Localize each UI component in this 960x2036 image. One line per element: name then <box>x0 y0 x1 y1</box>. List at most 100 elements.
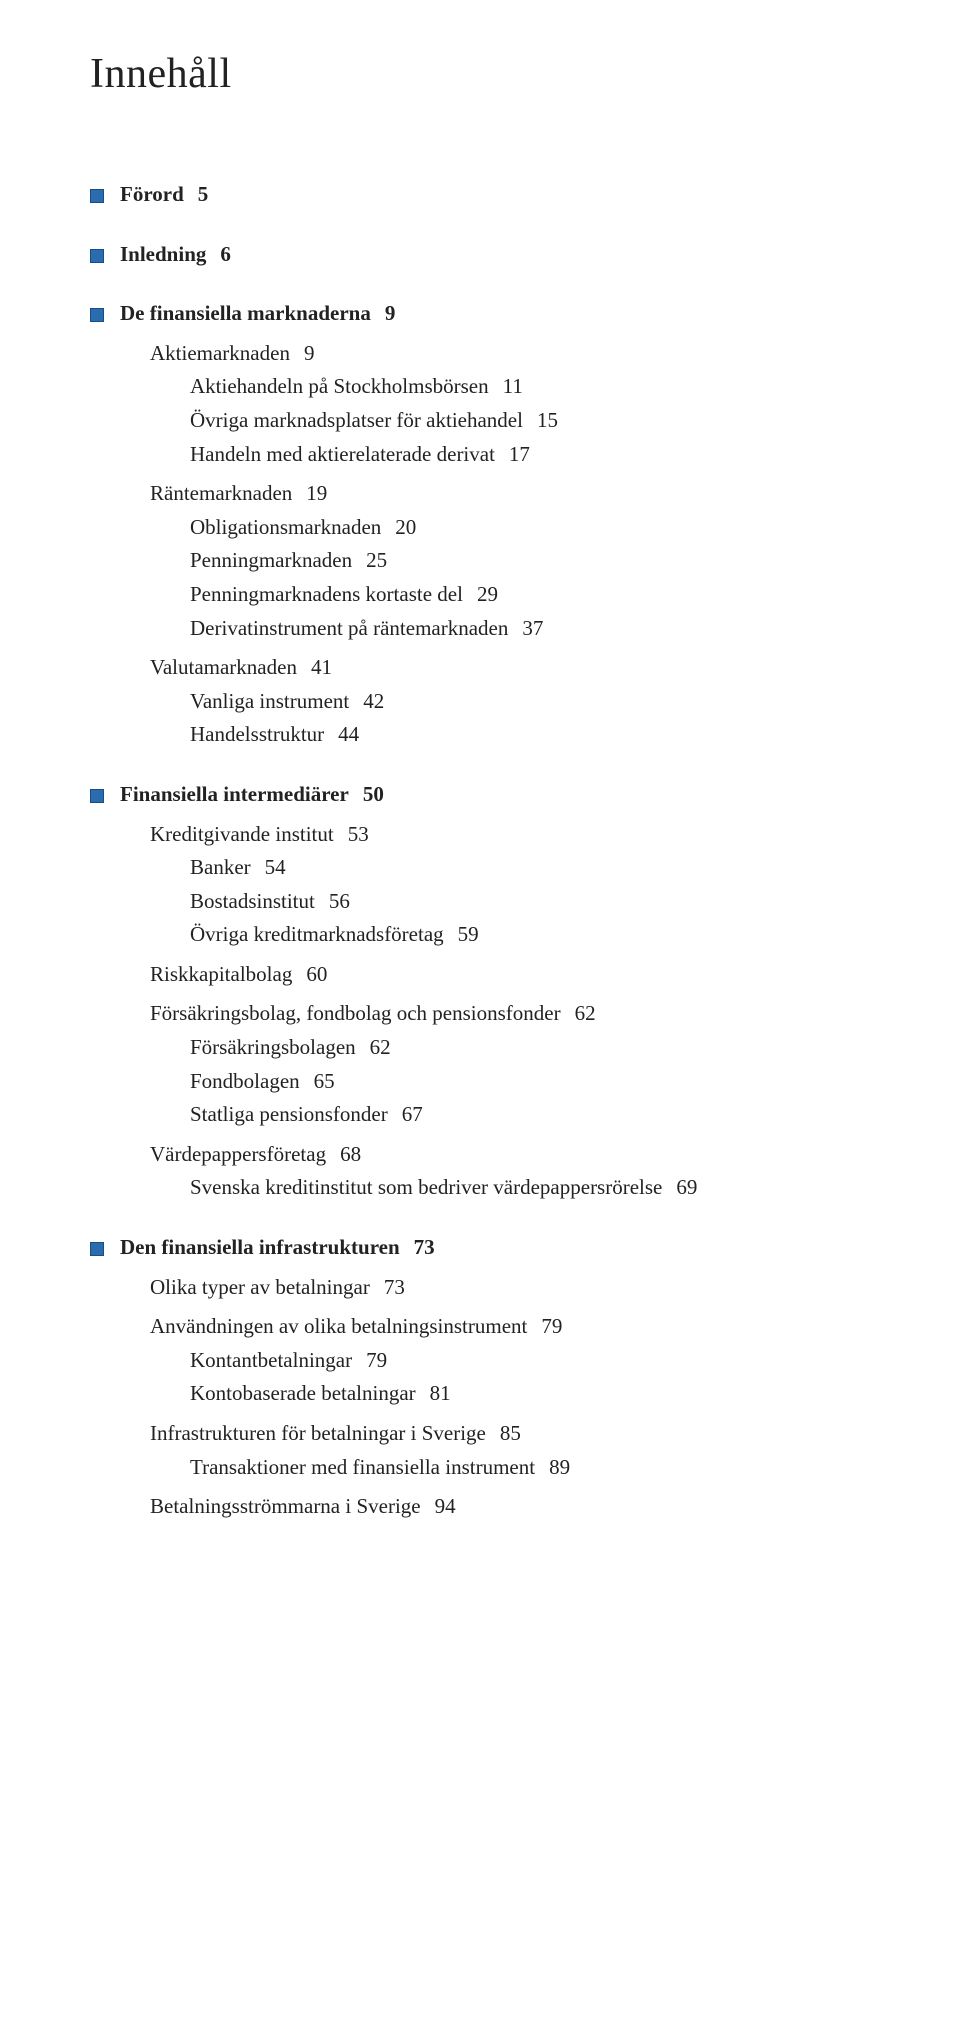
toc-page-number: 37 <box>522 612 543 646</box>
toc-entry: Statliga pensionsfonder67 <box>90 1098 870 1132</box>
toc-entry: Obligationsmarknaden20 <box>90 511 870 545</box>
indent-spacer <box>160 520 174 534</box>
toc-label: Infrastrukturen för betalningar i Sverig… <box>150 1417 486 1451</box>
toc-page-number: 9 <box>304 337 315 371</box>
indent-spacer <box>160 1180 174 1194</box>
toc-page-number: 81 <box>430 1377 451 1411</box>
square-bullet-icon <box>90 189 104 203</box>
toc-page-number: 69 <box>676 1171 697 1205</box>
toc-page-number: 50 <box>363 778 384 812</box>
toc-label: Handelsstruktur <box>190 718 324 752</box>
indent-spacer <box>160 1386 174 1400</box>
toc-label: Derivatinstrument på räntemarknaden <box>190 612 508 646</box>
toc-label: Vanliga instrument <box>190 685 349 719</box>
toc-label: Aktiemarknaden <box>150 337 290 371</box>
indent-spacer <box>160 727 174 741</box>
toc-label: Förord <box>120 178 184 212</box>
indent-spacer <box>160 1040 174 1054</box>
toc-label: Kontobaserade betalningar <box>190 1377 416 1411</box>
toc-entry: Transaktioner med finansiella instrument… <box>90 1451 870 1485</box>
toc-label: Transaktioner med finansiella instrument <box>190 1451 535 1485</box>
indent-spacer <box>120 1147 134 1161</box>
indent-spacer <box>120 346 134 360</box>
indent-spacer <box>160 860 174 874</box>
toc-label: De finansiella marknaderna <box>120 297 371 331</box>
indent-spacer <box>160 694 174 708</box>
indent-spacer <box>160 587 174 601</box>
toc-label: Handeln med aktierelaterade derivat <box>190 438 495 472</box>
indent-spacer <box>160 1460 174 1474</box>
toc-label: Fondbolagen <box>190 1065 300 1099</box>
toc-label: Kreditgivande institut <box>150 818 334 852</box>
toc-entry: Den finansiella infrastrukturen73 <box>90 1231 870 1265</box>
toc-page-number: 73 <box>384 1271 405 1305</box>
toc-entry: Valutamarknaden 41 <box>90 651 870 685</box>
toc-entry: Derivatinstrument på räntemarknaden 37 <box>90 612 870 646</box>
toc-page-number: 17 <box>509 438 530 472</box>
toc-label: Räntemarknaden <box>150 477 292 511</box>
toc-entry: Betalningsströmmarna i Sverige94 <box>90 1490 870 1524</box>
toc-page-number: 79 <box>366 1344 387 1378</box>
toc-entry: Finansiella intermediärer50 <box>90 778 870 812</box>
toc-page-number: 6 <box>220 238 231 272</box>
toc-entry: Övriga kreditmarknadsföretag59 <box>90 918 870 952</box>
toc-entry: Riskkapitalbolag 60 <box>90 958 870 992</box>
square-bullet-icon <box>90 1242 104 1256</box>
toc-label: Kontantbetalningar <box>190 1344 352 1378</box>
indent-spacer <box>120 1280 134 1294</box>
toc-entry: Infrastrukturen för betalningar i Sverig… <box>90 1417 870 1451</box>
indent-spacer <box>160 894 174 908</box>
toc-entry: Övriga marknadsplatser för aktiehandel15 <box>90 404 870 438</box>
toc-entry: Vanliga instrument 42 <box>90 685 870 719</box>
indent-spacer <box>160 553 174 567</box>
toc-page-number: 41 <box>311 651 332 685</box>
toc-label: Försäkringsbolagen <box>190 1031 356 1065</box>
toc-page-number: 67 <box>402 1098 423 1132</box>
indent-spacer <box>120 486 134 500</box>
toc-page-number: 60 <box>306 958 327 992</box>
toc-entry: Aktiehandeln på Stockholmsbörsen 11 <box>90 370 870 404</box>
toc-label: Valutamarknaden <box>150 651 297 685</box>
toc-entry: Penningmarknadens kortaste del29 <box>90 578 870 612</box>
toc-page-number: 42 <box>363 685 384 719</box>
indent-spacer <box>120 827 134 841</box>
toc-entry: De finansiella marknaderna9 <box>90 297 870 331</box>
toc-entry: Försäkringsbolagen 62 <box>90 1031 870 1065</box>
toc-page-number: 59 <box>458 918 479 952</box>
square-bullet-icon <box>90 249 104 263</box>
toc-entry: Banker 54 <box>90 851 870 885</box>
page-title: Innehåll <box>90 50 870 98</box>
toc-label: Värdepappersföretag <box>150 1138 326 1172</box>
square-bullet-icon <box>90 308 104 322</box>
toc-page-number: 94 <box>435 1490 456 1524</box>
square-bullet-icon <box>90 789 104 803</box>
toc-entry: Penningmarknaden25 <box>90 544 870 578</box>
toc-entry: Handeln med aktierelaterade derivat 17 <box>90 438 870 472</box>
toc-page-number: 65 <box>314 1065 335 1099</box>
toc-page-number: 85 <box>500 1417 521 1451</box>
toc-label: Inledning <box>120 238 206 272</box>
toc-page-number: 5 <box>198 178 209 212</box>
toc-label: Riskkapitalbolag <box>150 958 292 992</box>
toc-page-number: 54 <box>265 851 286 885</box>
toc-page-number: 79 <box>541 1310 562 1344</box>
toc-label: Penningmarknaden <box>190 544 352 578</box>
toc-entry: Inledning 6 <box>90 238 870 272</box>
toc-page-number: 62 <box>370 1031 391 1065</box>
toc-page-number: 53 <box>348 818 369 852</box>
indent-spacer <box>160 1074 174 1088</box>
toc-entry: Kreditgivande institut 53 <box>90 818 870 852</box>
toc-page-number: 11 <box>503 370 523 404</box>
indent-spacer <box>160 447 174 461</box>
toc-label: Försäkringsbolag, fondbolag och pensions… <box>150 997 561 1031</box>
toc-entry: Bostadsinstitut56 <box>90 885 870 919</box>
toc-label: Banker <box>190 851 251 885</box>
toc-page-number: 44 <box>338 718 359 752</box>
toc-entry: Handelsstruktur 44 <box>90 718 870 752</box>
indent-spacer <box>160 1353 174 1367</box>
toc-page-number: 19 <box>306 477 327 511</box>
toc-label: Olika typer av betalningar <box>150 1271 370 1305</box>
toc-entry: Användningen av olika betalningsinstrume… <box>90 1310 870 1344</box>
toc-entry: Fondbolagen 65 <box>90 1065 870 1099</box>
toc-label: Aktiehandeln på Stockholmsbörsen <box>190 370 489 404</box>
